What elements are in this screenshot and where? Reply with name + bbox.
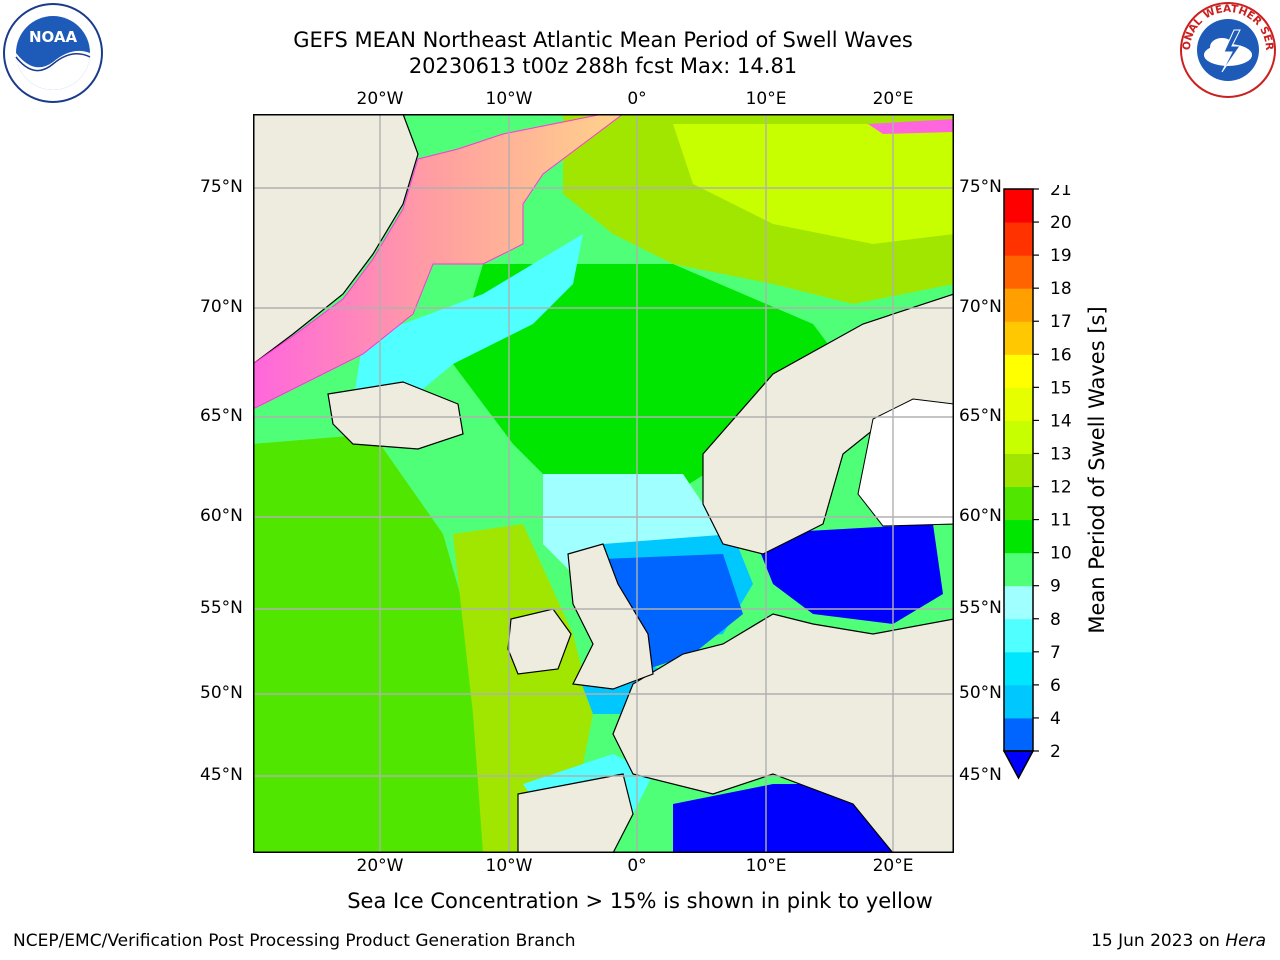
lat-label-left: 65°N (200, 406, 243, 426)
lat-label-left: 55°N (200, 598, 243, 618)
land-continental-europe (612, 613, 954, 853)
lon-label-bottom: 20°W (356, 856, 404, 876)
colorbar-swatch (1004, 684, 1033, 719)
lon-label-top: 10°E (745, 89, 787, 109)
colorbar-tick-label: 9 (1050, 577, 1061, 597)
colorbar-tick-label: 10 (1050, 544, 1072, 564)
colorbar-swatch (1004, 222, 1033, 256)
lat-label-left: 70°N (200, 297, 243, 317)
swell-region-southwest (253, 434, 533, 853)
footer-date: 15 Jun 2023 on Hera (1091, 931, 1266, 951)
lon-label-top: 10°W (485, 89, 533, 109)
colorbar-extend-triangle (1002, 750, 1035, 780)
colorbar-tick-label: 11 (1050, 511, 1072, 531)
colorbar-swatch (1004, 651, 1033, 686)
colorbar-tick-label: 7 (1050, 643, 1061, 663)
footer-machine: Hera (1225, 931, 1266, 951)
colorbar-swatch (1004, 387, 1033, 421)
lon-label-top: 20°E (872, 89, 914, 109)
swell-region-norwegian-sea (453, 264, 843, 514)
colorbar-tick-label: 17 (1050, 312, 1072, 332)
swell-region-bay-approach (453, 524, 593, 853)
footer-credit: NCEP/EMC/Verification Post Processing Pr… (13, 931, 576, 951)
map-title: GEFS MEAN Northeast Atlantic Mean Period… (293, 28, 913, 52)
nws-logo: NATIONAL WEATHER SERVICE (1178, 0, 1276, 98)
colorbar-swatch (1004, 717, 1033, 752)
lat-label-right: 60°N (959, 506, 1002, 526)
colorbar-tick-label: 12 (1050, 478, 1072, 498)
colorbar-tick-label: 18 (1050, 279, 1072, 299)
noaa-logo-text: NOAA (29, 28, 78, 46)
lat-label-right: 50°N (959, 683, 1002, 703)
colorbar-tick-label: 2 (1050, 742, 1061, 762)
colorbar-swatch (1004, 552, 1033, 587)
colorbar-tick-label: 4 (1050, 709, 1061, 729)
colorbar-swatch (1004, 321, 1033, 355)
colorbar-label: Mean Period of Swell Waves [s] (1085, 306, 1109, 634)
colorbar-frame (1003, 188, 1034, 752)
colorbar-tick-label: 15 (1050, 378, 1072, 398)
swell-region-baltic (753, 524, 943, 624)
colorbar-tick-label: 8 (1050, 610, 1061, 630)
footer-date-text: 15 Jun 2023 on (1091, 931, 1220, 951)
lon-label-top: 20°W (356, 89, 404, 109)
colorbar-swatch (1004, 420, 1033, 454)
swell-region-iceland-cyan (353, 234, 583, 414)
land-iceland (327, 381, 464, 450)
lon-label-bottom: 0° (627, 856, 647, 876)
colorbar-swatch (1004, 453, 1033, 488)
colorbar-swatch (1004, 354, 1033, 388)
land-greenland (253, 114, 419, 365)
colorbar-swatch (1004, 288, 1033, 322)
colorbar: 2 4 6 7 8 9 10 11 12 13 14 15 16 17 18 19 20 21 (1002, 185, 1072, 780)
lon-label-bottom: 20°E (872, 856, 914, 876)
colorbar-swatch (1004, 519, 1033, 554)
lat-label-right: 75°N (959, 177, 1002, 197)
land-sweden-interior (857, 398, 954, 527)
swell-region-north-yellow (673, 124, 954, 244)
lon-label-bottom: 10°W (485, 856, 533, 876)
lat-label-left: 60°N (200, 506, 243, 526)
noaa-logo: NOAA (3, 3, 103, 103)
colorbar-swatch (1004, 255, 1033, 289)
lat-label-right: 65°N (959, 406, 1002, 426)
colorbar-tick-label: 14 (1050, 411, 1072, 431)
land-great-britain (567, 543, 654, 690)
land-iberia (517, 773, 634, 853)
map-frame (253, 114, 954, 853)
lat-label-right: 55°N (959, 598, 1002, 618)
colorbar-swatch (1004, 486, 1033, 521)
colorbar-tick-label: 13 (1050, 444, 1072, 464)
colorbar-tick-label: 19 (1050, 246, 1072, 266)
swell-period-map (253, 114, 954, 853)
lon-label-bottom: 10°E (745, 856, 787, 876)
lat-label-left: 75°N (200, 177, 243, 197)
lat-label-right: 70°N (959, 297, 1002, 317)
sea-ice-svalbard (868, 119, 954, 134)
colorbar-swatch (1004, 618, 1033, 653)
colorbar-tick-label: 6 (1050, 676, 1061, 696)
lon-label-top: 0° (627, 89, 647, 109)
colorbar-tick-label: 20 (1050, 213, 1072, 233)
colorbar-swatch (1004, 585, 1033, 620)
colorbar-tick-label: 16 (1050, 345, 1072, 365)
map-subtitle: 20230613 t00z 288h fcst Max: 14.81 (408, 54, 798, 78)
lat-label-left: 45°N (200, 765, 243, 785)
sea-ice-note: Sea Ice Concentration > 15% is shown in … (347, 889, 933, 913)
colorbar-swatch (1004, 189, 1033, 223)
lat-label-right: 45°N (959, 765, 1002, 785)
graticule (253, 114, 954, 853)
lat-label-left: 50°N (200, 683, 243, 703)
colorbar-tick-label: 21 (1050, 185, 1072, 200)
